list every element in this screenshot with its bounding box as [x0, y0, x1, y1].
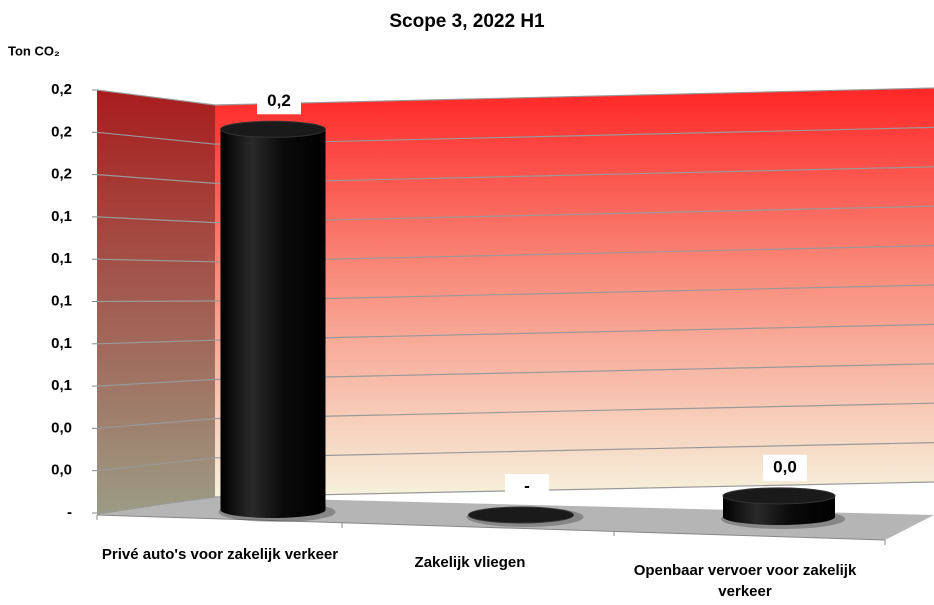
chart-title: Scope 3, 2022 H1: [389, 11, 545, 32]
value-label: -: [524, 476, 530, 495]
x-axis: [96, 514, 886, 541]
y-tick-label: 0,2: [51, 166, 72, 183]
grid-line: [96, 442, 934, 472]
grid-line: [96, 245, 934, 263]
grid-line: [96, 87, 934, 106]
y-tick-label: -: [67, 504, 72, 521]
y-tick-label: 0,2: [51, 123, 72, 140]
y-tick-label: 0,1: [51, 208, 72, 225]
grid-line: [96, 323, 934, 345]
grid-line: [96, 402, 934, 429]
side-wall: [97, 90, 215, 515]
y-tick-label: 0,1: [51, 377, 72, 394]
grid-line: [96, 284, 934, 303]
bar: [220, 129, 326, 519]
value-label-box: [257, 88, 301, 115]
value-label-box: [505, 474, 549, 500]
bar-top: [722, 487, 836, 505]
y-tick-label: 0,2: [51, 81, 72, 98]
bar-top: [220, 120, 326, 138]
value-label: 0,2: [267, 91, 291, 110]
y-tick-label: 0,0: [51, 419, 72, 436]
y-tick-label: 0,0: [51, 462, 72, 479]
grid-line: [96, 166, 934, 185]
grid-line: [96, 205, 934, 224]
value-label: 0,0: [773, 457, 797, 476]
x-tick-label: Privé auto's voor zakelijk verkeer: [101, 546, 339, 563]
value-label-box: [763, 454, 807, 481]
x-tick-label: Openbaar vervoer voor zakelijk verkeer: [633, 562, 857, 600]
grid-line: [96, 481, 934, 514]
y-tick-label: 0,1: [51, 335, 72, 352]
y-tick-label: 0,1: [51, 250, 72, 267]
grid-line: [96, 363, 934, 387]
y-axis-label: Ton CO₂: [8, 43, 60, 58]
y-tick-label: 0,1: [51, 292, 72, 309]
x-tick-label: Zakelijk vliegen: [414, 554, 526, 571]
grid-line: [96, 126, 934, 145]
bar-top: [468, 506, 574, 524]
